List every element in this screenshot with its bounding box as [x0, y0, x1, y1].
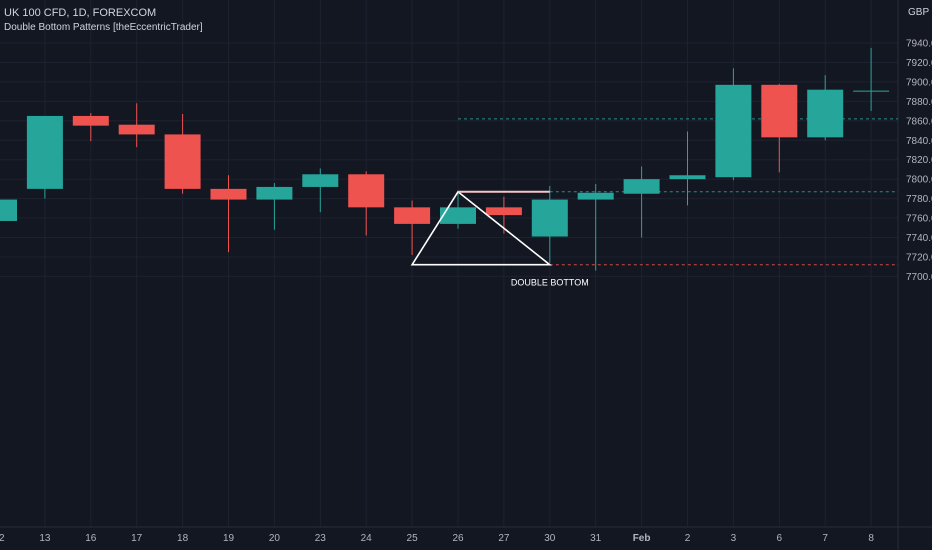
x-tick-label: 23 [315, 533, 327, 544]
y-tick-label: 7820.0 [906, 155, 932, 166]
candle-body[interactable] [210, 188, 247, 200]
x-tick-label: 2 [685, 533, 691, 544]
double-bottom-label: DOUBLE BOTTOM [511, 278, 589, 288]
candle-body[interactable] [394, 207, 431, 224]
y-tick-label: 7720.0 [906, 252, 932, 263]
candle-body[interactable] [0, 199, 17, 221]
y-tick-label: 7760.0 [906, 214, 932, 225]
candle-body[interactable] [853, 90, 890, 92]
y-tick-label: 7840.0 [906, 136, 932, 147]
x-tick-label: 6 [777, 533, 783, 544]
x-tick-label: 27 [498, 533, 510, 544]
candle-body[interactable] [531, 199, 568, 237]
y-tick-label: 7940.0 [906, 39, 932, 50]
candle-body[interactable] [26, 115, 63, 189]
y-tick-label: 7880.0 [906, 97, 932, 108]
symbol-title[interactable]: UK 100 CFD, 1D, FOREXCOM [4, 7, 157, 19]
candle-body[interactable] [623, 179, 660, 194]
x-tick-label: 20 [269, 533, 281, 544]
candle-body[interactable] [485, 207, 522, 216]
candle-body[interactable] [72, 115, 109, 126]
currency-label: GBP [908, 7, 930, 18]
x-tick-label: 17 [131, 533, 143, 544]
indicator-title[interactable]: Double Bottom Patterns [theEccentricTrad… [4, 22, 203, 33]
x-tick-label: 26 [452, 533, 464, 544]
x-tick-label: 30 [544, 533, 556, 544]
candle-body[interactable] [761, 84, 798, 138]
y-tick-label: 7900.0 [906, 77, 932, 88]
y-tick-label: 7860.0 [906, 116, 932, 127]
x-tick-label: 19 [223, 533, 235, 544]
x-tick-label: 24 [361, 533, 373, 544]
x-tick-label: 13 [39, 533, 51, 544]
y-tick-label: 7920.0 [906, 58, 932, 69]
y-tick-label: 7700.0 [906, 272, 932, 283]
candle-body[interactable] [118, 124, 155, 135]
candle-body[interactable] [715, 84, 752, 178]
y-tick-label: 7740.0 [906, 233, 932, 244]
y-tick-label: 7800.0 [906, 175, 932, 186]
x-tick-label: 25 [407, 533, 419, 544]
x-tick-label: 3 [731, 533, 737, 544]
x-tick-label: 8 [868, 533, 874, 544]
x-tick-label: 18 [177, 533, 189, 544]
candle-body[interactable] [577, 192, 614, 200]
candle-body[interactable] [669, 175, 706, 180]
candle-body[interactable] [256, 186, 293, 200]
candle-body[interactable] [164, 134, 201, 189]
x-tick-label: Feb [633, 533, 651, 544]
candle-body[interactable] [807, 89, 844, 138]
candle-body[interactable] [440, 207, 476, 224]
x-tick-label: 12 [0, 533, 5, 544]
candle-body[interactable] [302, 174, 339, 187]
double-bottom-triangle [410, 190, 553, 266]
x-tick-label: 31 [590, 533, 602, 544]
y-tick-label: 7780.0 [906, 194, 932, 205]
x-tick-label: 16 [85, 533, 97, 544]
candle-body[interactable] [348, 174, 385, 208]
x-tick-label: 7 [822, 533, 828, 544]
